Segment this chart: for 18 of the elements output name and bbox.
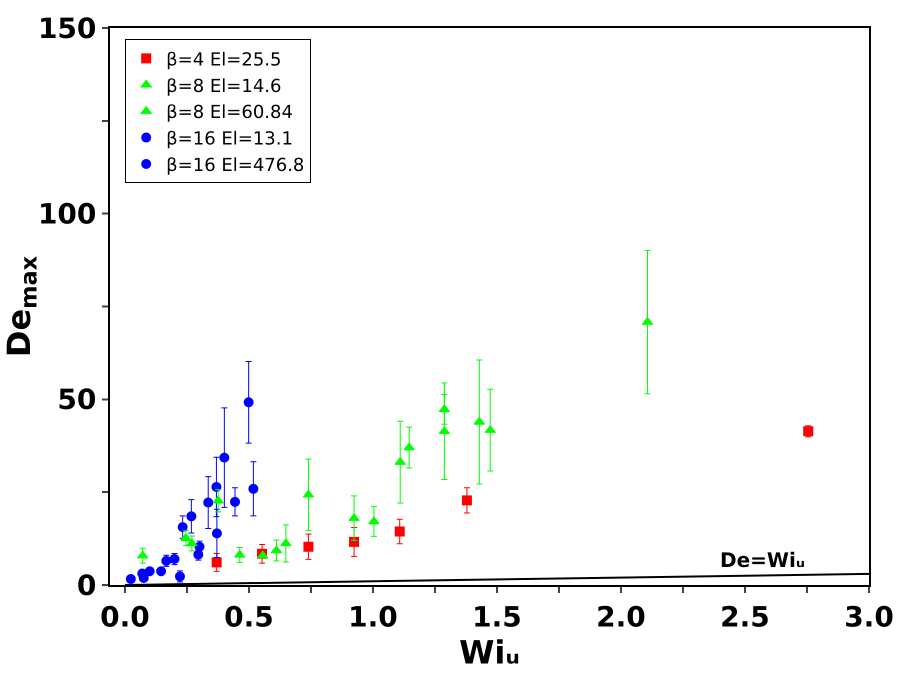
annotation: De=Wiᵤ bbox=[720, 548, 805, 572]
x-tick-label: 1.5 bbox=[472, 600, 522, 634]
x-tick-label: 0.0 bbox=[100, 600, 150, 634]
x-tick-label: 2.0 bbox=[596, 600, 646, 634]
legend-label: β=8 El=60.84 bbox=[166, 102, 293, 124]
legend-label: β=8 El=14.6 bbox=[166, 76, 282, 97]
x-tick-label: 0.5 bbox=[224, 600, 274, 634]
y-tick-label: 100 bbox=[38, 197, 96, 230]
x-tick-label: 3.0 bbox=[844, 600, 894, 634]
legend-label: β=4 El=25.5 bbox=[166, 49, 282, 70]
legend-label: β=16 El=476.8 bbox=[166, 154, 304, 176]
x-tick-label: 1.0 bbox=[348, 600, 398, 634]
x-axis-title: Wiᵤ bbox=[459, 634, 520, 672]
legend-label: β=16 El=13.1 bbox=[166, 128, 293, 150]
y-tick-label: 0 bbox=[76, 568, 96, 602]
y-tick-label: 150 bbox=[38, 12, 96, 45]
x-tick-label: 2.5 bbox=[720, 600, 770, 634]
y-tick-label: 50 bbox=[57, 383, 96, 416]
